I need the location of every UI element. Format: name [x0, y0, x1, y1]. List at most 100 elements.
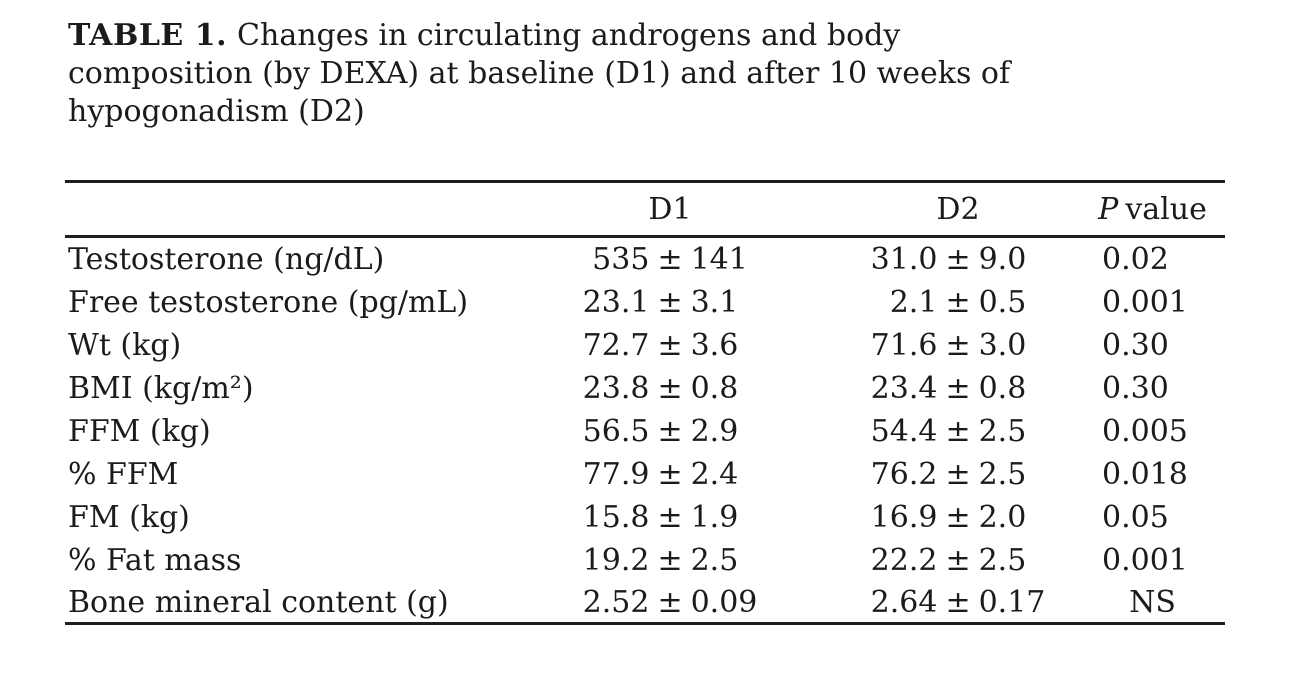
d2-mean: 71.6	[870, 327, 938, 363]
d2-value: 54.4 ±2.5	[836, 414, 1080, 449]
d2-mean: 16.9	[870, 499, 938, 535]
cell-d2: 71.6 ±3.0	[780, 323, 1080, 366]
d1-mean: 72.7	[582, 327, 650, 363]
cell-d1: 56.5 ±2.9	[560, 409, 780, 452]
plus-minus-sign: ±	[657, 370, 683, 406]
cell-p-value: 0.05	[1102, 499, 1169, 535]
d1-sd: 0.8	[690, 370, 739, 406]
cell-p-value: 0.005	[1102, 413, 1188, 449]
caption-text-1: Changes in circulating androgens and bod…	[237, 18, 901, 53]
cell-d1: 23.1 ±3.1	[560, 280, 780, 323]
d2-mean: 76.2	[870, 456, 938, 492]
d1-sd: 141	[690, 242, 748, 278]
row-label: Bone mineral content (g)	[68, 584, 449, 620]
d1-sd: 3.1	[690, 284, 739, 320]
cell-d2: 22.2 ±2.5	[780, 538, 1080, 581]
d1-mean: 77.9	[582, 456, 650, 492]
row-label: FM (kg)	[68, 499, 190, 535]
plus-minus-sign: ±	[945, 542, 971, 578]
cell-d1: 2.52 ±0.09	[560, 581, 780, 624]
d1-value: 23.1 ±3.1	[560, 285, 780, 320]
d2-sd: 3.0	[978, 327, 1027, 363]
table-row: FFM (kg) 56.5 ±2.9 54.4 ±2.5 0.005	[65, 409, 1225, 452]
row-label: % Fat mass	[68, 542, 242, 578]
d2-sd: 0.5	[978, 284, 1027, 320]
cell-d2: 54.4 ±2.5	[780, 409, 1080, 452]
d2-value: 22.2 ±2.5	[836, 543, 1080, 578]
caption-line-3: hypogonadism (D2)	[68, 94, 365, 129]
cell-d2: 23.4 ±0.8	[780, 366, 1080, 409]
d2-mean: 22.2	[870, 542, 938, 578]
caption-line-2: composition (by DEXA) at baseline (D1) a…	[68, 56, 1011, 91]
d2-value: 2.1 ±0.5	[836, 285, 1080, 320]
p-value-italic: P	[1098, 191, 1119, 227]
d1-mean: 56.5	[582, 413, 650, 449]
table-row: FM (kg) 15.8 ±1.9 16.9 ±2.0 0.05	[65, 495, 1225, 538]
plus-minus-sign: ±	[945, 284, 971, 320]
plus-minus-sign: ±	[657, 284, 683, 320]
plus-minus-sign: ±	[657, 413, 683, 449]
table-row: % Fat mass 19.2 ±2.5 22.2 ±2.5 0.001	[65, 538, 1225, 581]
row-label: % FFM	[68, 456, 179, 492]
d2-sd: 9.0	[978, 242, 1027, 278]
d1-sd: 2.9	[690, 413, 739, 449]
plus-minus-sign: ±	[657, 542, 683, 578]
cell-d1: 77.9 ±2.4	[560, 452, 780, 495]
d2-value: 16.9 ±2.0	[836, 500, 1080, 535]
d2-value: 2.64 ±0.17	[836, 585, 1080, 620]
cell-d1: 23.8 ±0.8	[560, 366, 780, 409]
plus-minus-sign: ±	[657, 327, 683, 363]
d2-value: 71.6 ±3.0	[836, 328, 1080, 363]
d2-sd: 0.8	[978, 370, 1027, 406]
table-row: Wt (kg) 72.7 ±3.6 71.6 ±3.0 0.30	[65, 323, 1225, 366]
cell-p-value: 0.02	[1102, 242, 1169, 278]
cell-d2: 31.0 ±9.0	[780, 237, 1080, 280]
row-label: Free testosterone (pg/mL)	[68, 284, 469, 320]
cell-d2: 76.2 ±2.5	[780, 452, 1080, 495]
d2-sd: 2.5	[978, 542, 1027, 578]
d1-mean: 23.1	[582, 284, 650, 320]
d1-mean: 23.8	[582, 370, 650, 406]
table-caption: TABLE 1. Changes in circulating androgens…	[68, 17, 1188, 131]
row-label: Wt (kg)	[68, 327, 182, 363]
table-row: BMI (kg/m²) 23.8 ±0.8 23.4 ±0.8 0.30	[65, 366, 1225, 409]
d2-mean: 31.0	[870, 242, 938, 278]
d2-sd: 2.5	[978, 413, 1027, 449]
row-label: Testosterone (ng/dL)	[68, 242, 385, 278]
row-label: FFM (kg)	[68, 413, 211, 449]
plus-minus-sign: ±	[945, 413, 971, 449]
d1-sd: 1.9	[690, 499, 739, 535]
cell-d1: 19.2 ±2.5	[560, 538, 780, 581]
cell-p-value: 0.001	[1102, 542, 1188, 578]
header-d2: D2	[780, 181, 1080, 238]
cell-p-value: 0.018	[1102, 456, 1188, 492]
d1-value: 72.7 ±3.6	[560, 328, 780, 363]
d1-mean: 15.8	[582, 499, 650, 535]
cell-d1: 535 ±141	[560, 237, 780, 280]
header-empty-cell	[65, 181, 560, 238]
table-row: Testosterone (ng/dL) 535 ±141 31.0 ±9.0 0.02	[65, 237, 1225, 280]
d2-value: 76.2 ±2.5	[836, 457, 1080, 492]
row-label: BMI (kg/m²)	[68, 370, 254, 406]
d1-value: 23.8 ±0.8	[560, 371, 780, 406]
caption-table-number: TABLE 1.	[68, 18, 228, 53]
d2-sd: 0.17	[978, 584, 1046, 620]
cell-d2: 16.9 ±2.0	[780, 495, 1080, 538]
d1-sd: 3.6	[690, 327, 739, 363]
plus-minus-sign: ±	[945, 584, 971, 620]
cell-d2: 2.64 ±0.17	[780, 581, 1080, 624]
d1-sd: 0.09	[690, 584, 758, 620]
p-value-rest: value	[1125, 191, 1207, 227]
cell-p-value: NS	[1129, 584, 1176, 620]
d1-value: 56.5 ±2.9	[560, 414, 780, 449]
plus-minus-sign: ±	[657, 499, 683, 535]
plus-minus-sign: ±	[657, 242, 683, 278]
cell-d2: 2.1 ±0.5	[780, 280, 1080, 323]
d1-value: 2.52 ±0.09	[560, 585, 780, 620]
d1-mean: 2.52	[582, 584, 650, 620]
header-d1: D1	[560, 181, 780, 238]
d1-value: 535 ±141	[560, 242, 780, 277]
plus-minus-sign: ±	[945, 456, 971, 492]
